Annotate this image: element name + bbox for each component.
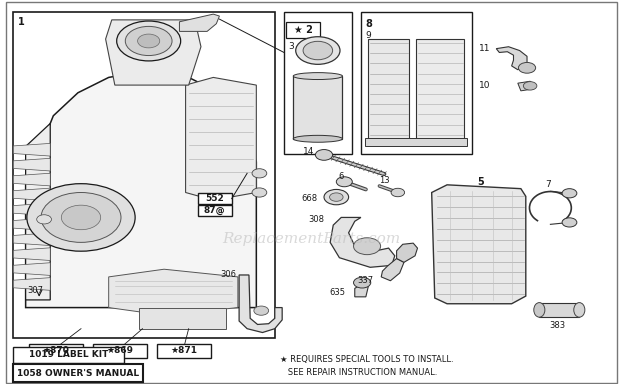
Text: ★871: ★871	[170, 346, 197, 355]
Circle shape	[562, 189, 577, 198]
Polygon shape	[239, 275, 282, 333]
Circle shape	[523, 82, 537, 90]
Circle shape	[138, 34, 160, 48]
Text: 7: 7	[546, 179, 551, 189]
Text: ★870: ★870	[42, 346, 69, 355]
Circle shape	[254, 306, 268, 315]
Polygon shape	[432, 185, 526, 304]
Text: ★ 2: ★ 2	[294, 25, 312, 35]
Polygon shape	[13, 248, 50, 261]
Bar	[539, 303, 579, 317]
Bar	[416, 39, 464, 139]
Circle shape	[296, 37, 340, 64]
Text: 5: 5	[477, 177, 484, 187]
Text: ★869: ★869	[107, 346, 134, 355]
Circle shape	[125, 27, 172, 55]
Polygon shape	[13, 218, 50, 231]
Text: 337: 337	[357, 276, 373, 285]
Bar	[198, 193, 232, 204]
Ellipse shape	[534, 303, 545, 317]
Bar	[293, 76, 342, 139]
Polygon shape	[13, 143, 50, 156]
Circle shape	[61, 205, 100, 230]
Polygon shape	[25, 70, 256, 308]
Bar	[157, 344, 211, 358]
Polygon shape	[496, 47, 527, 70]
Circle shape	[336, 177, 352, 187]
Text: ★ REQUIRES SPECIAL TOOLS TO INSTALL.: ★ REQUIRES SPECIAL TOOLS TO INSTALL.	[280, 355, 453, 364]
Bar	[365, 138, 467, 146]
Text: 11: 11	[479, 44, 490, 53]
Polygon shape	[13, 233, 50, 246]
Bar	[13, 12, 275, 338]
Text: ReplacementParts.com: ReplacementParts.com	[223, 231, 401, 246]
Polygon shape	[185, 77, 256, 200]
Circle shape	[303, 41, 332, 60]
Circle shape	[27, 184, 135, 251]
Ellipse shape	[293, 136, 342, 142]
Text: 308: 308	[308, 215, 324, 224]
Polygon shape	[179, 14, 219, 32]
Polygon shape	[518, 81, 533, 91]
Text: 8: 8	[365, 19, 372, 29]
Circle shape	[252, 169, 267, 178]
Circle shape	[117, 21, 180, 61]
Circle shape	[41, 192, 121, 243]
Bar	[93, 344, 148, 358]
Bar	[29, 344, 83, 358]
Polygon shape	[381, 258, 404, 281]
Polygon shape	[330, 218, 395, 267]
Text: 14: 14	[303, 147, 315, 156]
Polygon shape	[105, 20, 201, 85]
Polygon shape	[397, 243, 417, 262]
Text: 87@: 87@	[204, 206, 226, 215]
Circle shape	[316, 149, 332, 160]
Text: 1058 OWNER'S MANUAL: 1058 OWNER'S MANUAL	[17, 369, 139, 378]
Polygon shape	[355, 284, 368, 297]
Text: 306: 306	[221, 271, 237, 280]
Circle shape	[330, 193, 343, 201]
Text: 6: 6	[339, 171, 344, 181]
Bar	[361, 12, 472, 154]
Text: 9: 9	[365, 31, 371, 40]
Text: 1019 LABEL KIT: 1019 LABEL KIT	[29, 350, 108, 360]
Text: 552: 552	[205, 194, 224, 203]
Text: 1: 1	[18, 17, 25, 27]
Circle shape	[324, 189, 348, 205]
Circle shape	[562, 218, 577, 227]
Circle shape	[252, 188, 267, 197]
Circle shape	[353, 277, 371, 288]
Text: 383: 383	[550, 321, 566, 330]
Polygon shape	[13, 263, 50, 275]
Polygon shape	[13, 278, 50, 290]
Ellipse shape	[574, 303, 585, 317]
Text: 668: 668	[302, 194, 318, 203]
Text: 635: 635	[330, 288, 345, 297]
Bar	[13, 347, 124, 363]
Polygon shape	[25, 124, 50, 300]
Circle shape	[518, 62, 536, 73]
Polygon shape	[108, 269, 238, 315]
Text: 307: 307	[27, 286, 43, 295]
Text: SEE REPAIR INSTRUCTION MANUAL.: SEE REPAIR INSTRUCTION MANUAL.	[280, 368, 437, 377]
Ellipse shape	[293, 73, 342, 80]
Polygon shape	[13, 203, 50, 216]
Polygon shape	[13, 188, 50, 201]
Bar	[284, 12, 352, 154]
Text: 3: 3	[288, 42, 294, 51]
Bar	[13, 364, 143, 382]
Circle shape	[391, 188, 405, 197]
Bar	[198, 205, 232, 216]
Polygon shape	[13, 173, 50, 186]
Bar	[286, 22, 321, 38]
Circle shape	[353, 238, 381, 254]
Text: 10: 10	[479, 81, 490, 90]
Polygon shape	[13, 158, 50, 171]
Text: 13: 13	[379, 176, 389, 186]
Bar	[368, 39, 409, 139]
Polygon shape	[140, 308, 226, 329]
Circle shape	[37, 215, 51, 224]
